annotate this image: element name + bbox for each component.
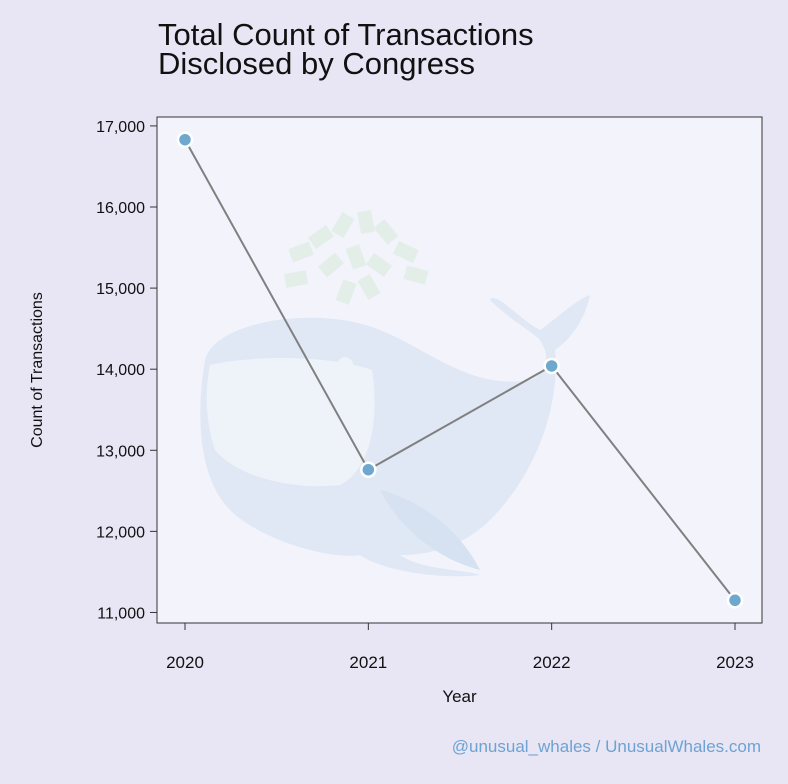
y-tick-label: 16,000 xyxy=(96,200,145,217)
footer-credit: @unusual_whales / UnusualWhales.com xyxy=(451,737,761,756)
whale-fin xyxy=(380,490,480,570)
data-point xyxy=(726,592,744,609)
data-point xyxy=(543,357,560,375)
y-tick-label: 17,000 xyxy=(96,119,145,136)
whale-eye xyxy=(336,357,354,379)
series-line xyxy=(184,139,736,601)
x-tick-label: 2021 xyxy=(349,653,387,672)
y-tick-label: 12,000 xyxy=(96,524,145,541)
y-tick-label: 13,000 xyxy=(96,443,145,460)
data-point xyxy=(360,461,377,478)
y-tick-label: 14,000 xyxy=(96,362,145,379)
data-points xyxy=(176,131,744,609)
data-point xyxy=(176,131,194,148)
x-tick-label: 2020 xyxy=(166,653,204,672)
chart-title: Total Count of Transactions Disclosed by… xyxy=(158,17,534,81)
axes: 11,000 12,000 13,000 14,000 15,000 16,000 17,0… xyxy=(96,119,754,672)
x-axis-label: Year xyxy=(442,687,477,706)
whale-watermark xyxy=(200,209,590,577)
whale-mouth xyxy=(206,358,375,487)
x-tick-label: 2022 xyxy=(533,653,571,672)
money-spout-icon xyxy=(283,209,429,305)
y-axis-label: Count of Transactions xyxy=(29,292,46,448)
chart-title-line-1: Total Count of Transactions xyxy=(158,17,534,52)
y-tick-label: 11,000 xyxy=(97,605,145,622)
y-tick-label: 15,000 xyxy=(96,281,145,298)
chart-title-line-2: Disclosed by Congress xyxy=(158,46,476,81)
x-tick-label: 2023 xyxy=(716,653,754,672)
